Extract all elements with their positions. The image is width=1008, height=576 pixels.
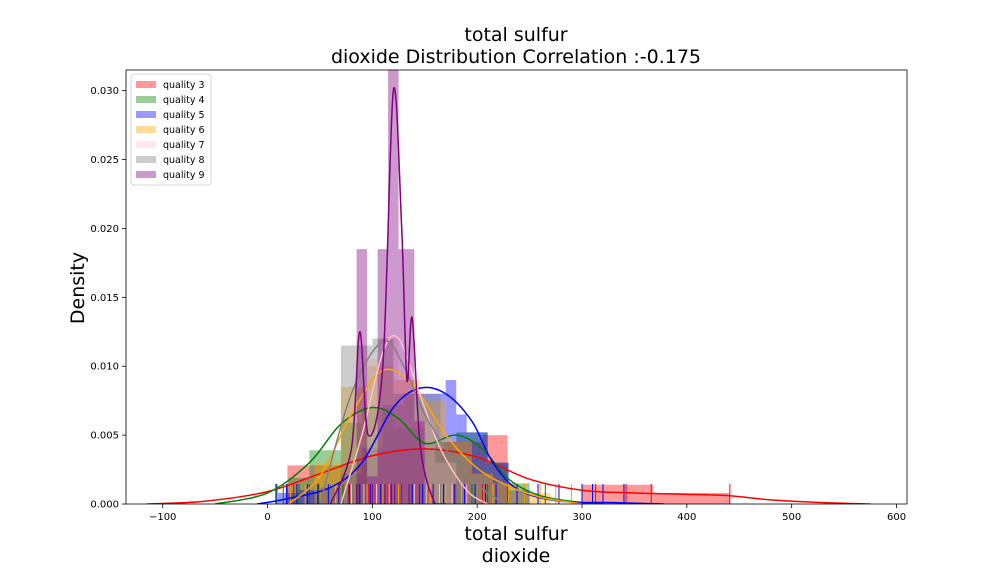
hist-bar-q3-7 [582, 484, 654, 504]
x-tick-label-0: −100 [149, 512, 176, 523]
hist-bar-q5-9 [456, 414, 467, 504]
x-tick-label-4: 300 [572, 512, 591, 523]
kde-line-q3 [146, 448, 871, 504]
kde-line-q7 [340, 334, 489, 504]
y-tick-label-3: 0.015 [90, 293, 119, 304]
legend-label-q4: quality 4 [163, 95, 205, 106]
hist-bar-q7-2 [398, 380, 415, 504]
hist-bar-q9-0 [356, 249, 368, 504]
legend-label-q9: quality 9 [163, 170, 205, 181]
y-tick-label-0: 0.000 [90, 500, 119, 511]
legend-swatch-q5 [136, 111, 156, 118]
hist-bar-q9-5 [414, 421, 425, 504]
chart-title-line-2: dioxide Distribution Correlation :-0.175 [331, 46, 701, 68]
x-tick-label-5: 400 [677, 512, 696, 523]
plot-frame [125, 69, 908, 505]
x-tick-label-2: 100 [363, 512, 382, 523]
x-tick-label-7: 600 [887, 512, 906, 523]
hist-bar-q3-4 [443, 442, 483, 504]
legend-swatch-q6 [136, 126, 156, 133]
chart-title-line-1: total sulfur [464, 24, 567, 46]
hist-bar-q6-7 [492, 483, 520, 504]
legend-swatch-q8 [136, 156, 156, 163]
y-tick-label-1: 0.005 [90, 431, 119, 442]
legend-swatch-q9 [136, 171, 156, 178]
y-axis-title: Density [67, 252, 89, 324]
legend-label-q5: quality 5 [163, 110, 205, 121]
x-axis: −100 0 100 200 300 400 500 600 [149, 504, 906, 523]
x-tick-label-1: 0 [264, 512, 270, 523]
x-tick-label-6: 500 [782, 512, 801, 523]
plot-area [146, 70, 871, 504]
hist-bar-q4-2 [340, 422, 362, 504]
hist-bar-q3-8 [653, 492, 730, 504]
legend-label-q8: quality 8 [163, 155, 205, 166]
kde-line-q8 [319, 339, 509, 504]
legend-label-q3: quality 3 [163, 80, 205, 91]
x-axis-title-line-2: dioxide [482, 545, 551, 567]
legend-label-q7: quality 7 [163, 140, 205, 151]
legend-label-q6: quality 6 [163, 125, 205, 136]
hist-bar-q6-8 [519, 492, 551, 504]
legend-swatch-q4 [136, 96, 156, 103]
y-axis: 0.000 0.005 0.010 0.015 0.020 0.025 0.030 [90, 86, 126, 511]
kde-line-q4 [214, 406, 604, 504]
x-tick-label-3: 200 [468, 512, 487, 523]
legend-swatch-q7 [136, 141, 156, 148]
hist-bar-q3-2 [365, 450, 404, 504]
hist-bar-q9-3 [388, 70, 399, 504]
y-tick-label-4: 0.020 [90, 224, 119, 235]
hist-bar-q6-1 [340, 386, 368, 504]
y-tick-label-5: 0.025 [90, 155, 119, 166]
hist-bar-q8-2 [372, 338, 394, 504]
legend: quality 3 quality 4 quality 5 quality 6 qual… [130, 73, 212, 186]
hist-bar-q3-3 [403, 450, 444, 504]
x-axis-title-line-1: total sulfur [464, 523, 567, 545]
hist-bar-q9-2 [377, 249, 389, 504]
y-tick-label-6: 0.030 [90, 86, 119, 97]
hist-bar-q6-3 [393, 380, 420, 504]
hist-bar-q8-3 [393, 393, 415, 504]
legend-swatch-q3 [136, 81, 156, 88]
hist-bar-q5-5 [382, 404, 404, 504]
hist-bar-q7-1 [382, 338, 399, 504]
kde-line-q9 [329, 86, 446, 504]
y-tick-label-2: 0.010 [90, 362, 119, 373]
legend-box [130, 73, 212, 186]
